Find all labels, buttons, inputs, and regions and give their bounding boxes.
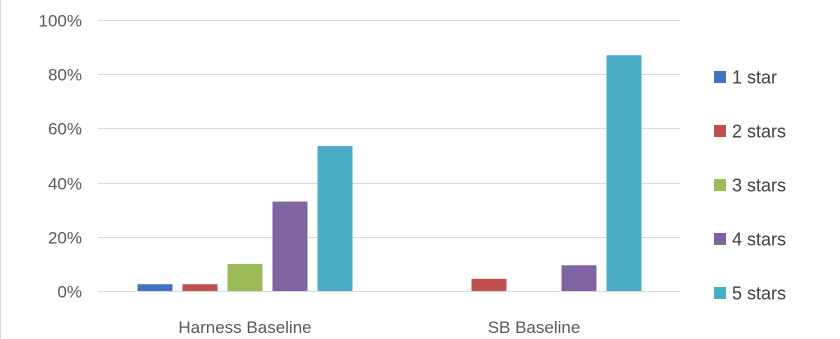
legend-item: 4 stars bbox=[714, 230, 786, 250]
x-axis-tick-labels: Harness Baseline SB Baseline bbox=[178, 318, 580, 337]
legend-swatch bbox=[714, 179, 726, 191]
legend-item: 1 star bbox=[714, 68, 777, 88]
legend-label: 3 stars bbox=[732, 176, 786, 196]
x-tick-label: Harness Baseline bbox=[178, 318, 311, 337]
bar-sb-baseline-4-stars bbox=[562, 265, 597, 291]
y-axis-tick-labels: 0% 20% 40% 60% 80% 100% bbox=[39, 12, 82, 302]
bars bbox=[138, 55, 642, 291]
legend-swatch bbox=[714, 287, 726, 299]
bar-sb-baseline-5-stars bbox=[607, 55, 642, 291]
bar-sb-baseline-2-stars bbox=[472, 279, 507, 291]
legend-label: 5 stars bbox=[732, 284, 786, 304]
bar-harness-baseline-5-stars bbox=[318, 146, 353, 291]
y-tick-label: 60% bbox=[48, 120, 82, 139]
gridlines bbox=[98, 21, 680, 292]
bar-harness-baseline-3-stars bbox=[228, 264, 263, 291]
x-tick-label: SB Baseline bbox=[488, 318, 581, 337]
y-tick-label: 0% bbox=[57, 283, 82, 302]
y-tick-label: 20% bbox=[48, 229, 82, 248]
legend-item: 5 stars bbox=[714, 284, 786, 304]
legend-swatch bbox=[714, 125, 726, 137]
legend-label: 1 star bbox=[732, 68, 777, 88]
bar-harness-baseline-4-stars bbox=[273, 202, 308, 291]
legend-label: 2 stars bbox=[732, 122, 786, 142]
legend-label: 4 stars bbox=[732, 230, 786, 250]
legend-swatch bbox=[714, 233, 726, 245]
bar-harness-baseline-1-star bbox=[138, 284, 173, 291]
y-tick-label: 100% bbox=[39, 12, 82, 31]
y-tick-label: 40% bbox=[48, 175, 82, 194]
legend-item: 2 stars bbox=[714, 122, 786, 142]
bar-harness-baseline-2-stars bbox=[183, 284, 218, 291]
legend-swatch bbox=[714, 71, 726, 83]
legend-item: 3 stars bbox=[714, 176, 786, 196]
y-tick-label: 80% bbox=[48, 66, 82, 85]
legend: 1 star 2 stars 3 stars 4 stars 5 stars bbox=[714, 68, 786, 304]
